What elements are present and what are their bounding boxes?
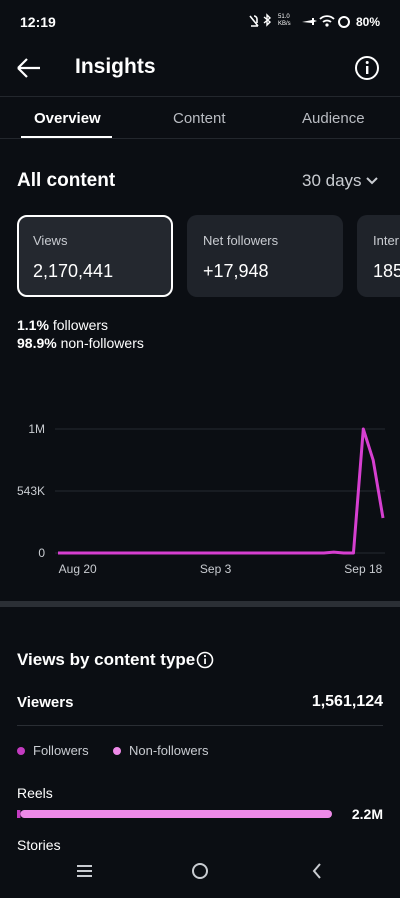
audience-split: 1.1% followers [17, 317, 108, 333]
card-label: Views [33, 233, 68, 248]
metric-card[interactable]: Inter 185 [357, 215, 400, 297]
audience-split: 98.9% non-followers [17, 335, 144, 351]
bar-value: 2.2M [352, 806, 383, 822]
tab[interactable]: Overview [34, 110, 101, 127]
info-icon[interactable] [196, 651, 214, 669]
legend-dot [113, 747, 121, 755]
x-tick-label: Sep 3 [200, 562, 232, 576]
viewers-label: Viewers [17, 694, 74, 711]
views-chart: 0 543K 1M Aug 20 Sep 3 Sep 18 [17, 422, 385, 576]
split-value: 98.9% [17, 335, 57, 351]
line-series [58, 427, 385, 555]
dropdown-icon [366, 177, 378, 185]
bar-segment [17, 810, 21, 818]
card-label: Inter [373, 233, 400, 248]
y-tick-label: 0 [38, 546, 45, 560]
legend-dot [17, 747, 25, 755]
split-label: followers [52, 317, 109, 333]
range-selector[interactable]: 30 days [302, 171, 362, 190]
nav-icons [77, 863, 321, 879]
card-value: +17,948 [203, 261, 269, 281]
divider [17, 725, 383, 726]
divider [0, 96, 400, 97]
x-tick-label: Sep 18 [344, 562, 382, 576]
back-button[interactable] [14, 55, 44, 81]
content-type-chart: Followers Non-followers Reels 2.2M Stories [17, 743, 383, 850]
status-icons [249, 13, 350, 28]
row-label: Reels [17, 785, 53, 801]
card-value: 185 [373, 261, 400, 281]
split-value: 1.1% [17, 317, 49, 333]
tab[interactable]: Content [173, 110, 226, 127]
x-tick-label: Aug 20 [59, 562, 97, 576]
legend-label: Non-followers [129, 743, 209, 758]
viewers-value: 1,561,124 [311, 693, 383, 710]
legend-label: Followers [33, 743, 89, 758]
split-label: non-followers [60, 335, 144, 351]
row-label: Stories [17, 837, 61, 850]
y-tick-label: 1M [28, 422, 45, 436]
section-title: All content [17, 170, 116, 191]
metric-card[interactable]: Views 2,170,441 [17, 215, 173, 297]
y-tick-label: 543K [17, 484, 45, 498]
card-label: Net followers [203, 233, 279, 248]
nav-bar [0, 850, 400, 893]
card-value: 2,170,441 [33, 261, 114, 281]
status-time: 12:19 [20, 14, 56, 30]
info-button[interactable] [354, 55, 380, 81]
status-network: 51.0 KB/s [278, 14, 291, 27]
metric-card[interactable]: Net followers +17,948 [187, 215, 343, 297]
section-title: Views by content type [17, 650, 196, 669]
tab-indicator [21, 136, 112, 138]
section-separator [0, 601, 400, 607]
status-battery: 80% [356, 15, 381, 29]
divider [0, 138, 400, 139]
bar-segment [20, 810, 332, 818]
tab[interactable]: Audience [302, 110, 365, 127]
page-title: Insights [75, 55, 156, 78]
